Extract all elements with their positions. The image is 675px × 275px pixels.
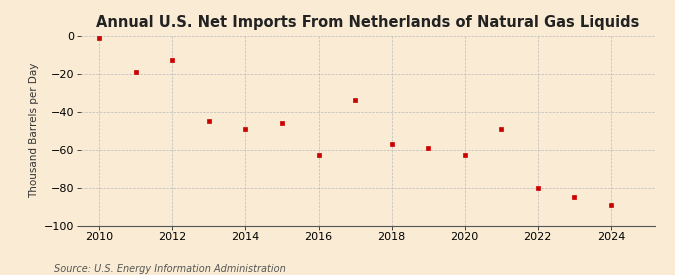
Y-axis label: Thousand Barrels per Day: Thousand Barrels per Day: [30, 63, 40, 198]
Text: Source: U.S. Energy Information Administration: Source: U.S. Energy Information Administ…: [54, 264, 286, 274]
Title: Annual U.S. Net Imports From Netherlands of Natural Gas Liquids: Annual U.S. Net Imports From Netherlands…: [96, 15, 639, 31]
